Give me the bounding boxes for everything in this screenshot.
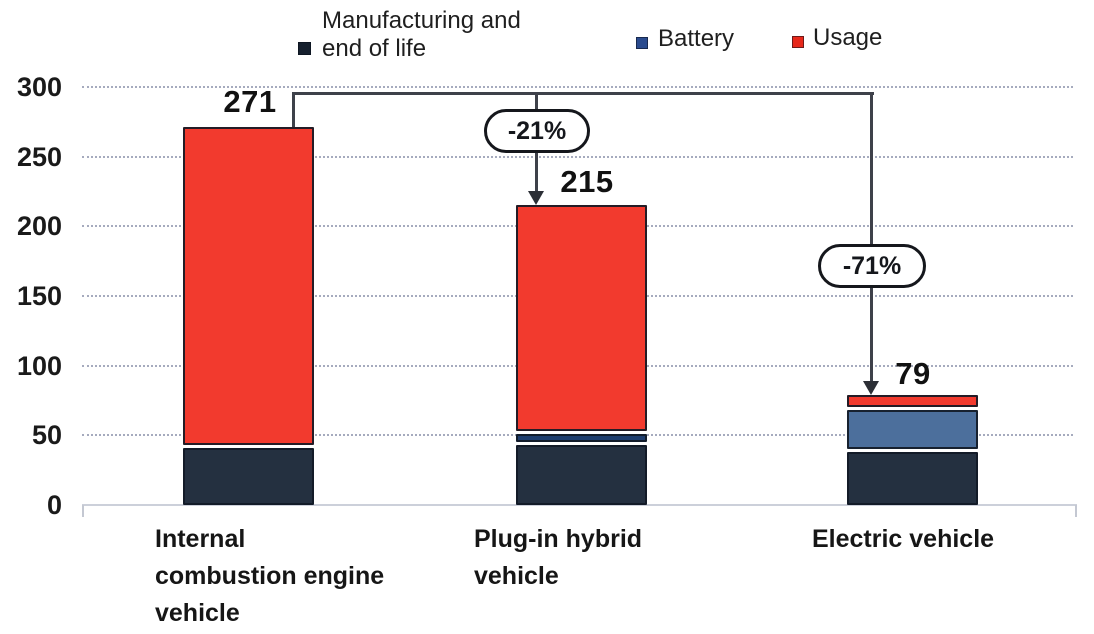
legend-item-label: Usage xyxy=(813,24,882,52)
arrow-down-icon xyxy=(527,191,544,205)
category-label-line: Internal xyxy=(155,525,246,553)
arrow-down-icon xyxy=(862,381,879,395)
bar-segment xyxy=(847,451,978,505)
y-axis-tick-label: 150 xyxy=(16,281,62,311)
category-label-line: Plug-in hybrid xyxy=(474,525,643,553)
bar-total-label: 271 xyxy=(223,84,277,119)
legend-label-line: Battery xyxy=(658,25,735,52)
bar-total-label: 215 xyxy=(560,164,614,199)
gridline-250 xyxy=(82,155,1073,158)
bar-segment xyxy=(516,444,647,505)
x-axis-left-tick xyxy=(82,505,84,517)
category-label-line: vehicle xyxy=(155,599,240,627)
y-axis-tick-label: 0 xyxy=(46,490,62,520)
legend-label-line: end of life xyxy=(322,35,427,62)
reduction-badge: -71% xyxy=(818,244,926,288)
category-label: Internal combustion engine vehicle xyxy=(155,521,384,632)
bar-segment xyxy=(183,447,314,505)
legend-label-line: Manufacturing and xyxy=(322,7,521,34)
connector-horizontal xyxy=(292,92,874,95)
bar-segment xyxy=(516,205,647,432)
bar-segment xyxy=(183,127,314,446)
legend-swatch-icon xyxy=(792,36,804,48)
bar-1 xyxy=(183,0,314,505)
bar-segment xyxy=(847,394,978,408)
x-axis-right-tick xyxy=(1075,505,1077,517)
legend-label-line: Usage xyxy=(813,24,883,51)
category-label: Electric vehicle xyxy=(812,521,994,558)
bar-2 xyxy=(516,0,647,505)
legend-swatch-icon xyxy=(636,37,648,49)
y-axis-tick-label: 300 xyxy=(16,72,62,102)
y-axis-tick-label: 200 xyxy=(16,211,62,242)
x-axis-baseline xyxy=(82,504,1077,506)
bar-segment xyxy=(516,433,647,443)
bar-total-label: 79 xyxy=(895,356,931,391)
category-label-line: combustion engine xyxy=(155,562,385,590)
category-label-line: Electric vehicle xyxy=(812,525,995,553)
legend-swatch-icon xyxy=(298,42,311,55)
connector-drop-2 xyxy=(870,92,873,382)
connector-stub xyxy=(292,92,295,127)
category-label-line: vehicle xyxy=(474,562,559,590)
y-axis-tick-label: 50 xyxy=(31,420,62,451)
y-axis-tick-label: 100 xyxy=(16,350,62,381)
reduction-badge: -21% xyxy=(484,109,590,153)
category-label: Plug-in hybrid vehicle xyxy=(474,521,642,595)
bar-segment xyxy=(847,410,978,450)
legend-item-label: Manufacturing and end of life xyxy=(322,7,521,63)
legend-item-label: Battery xyxy=(658,25,734,53)
bar-3 xyxy=(847,0,978,505)
y-axis-tick-label: 250 xyxy=(16,141,62,172)
gridline-300 xyxy=(82,86,1073,88)
